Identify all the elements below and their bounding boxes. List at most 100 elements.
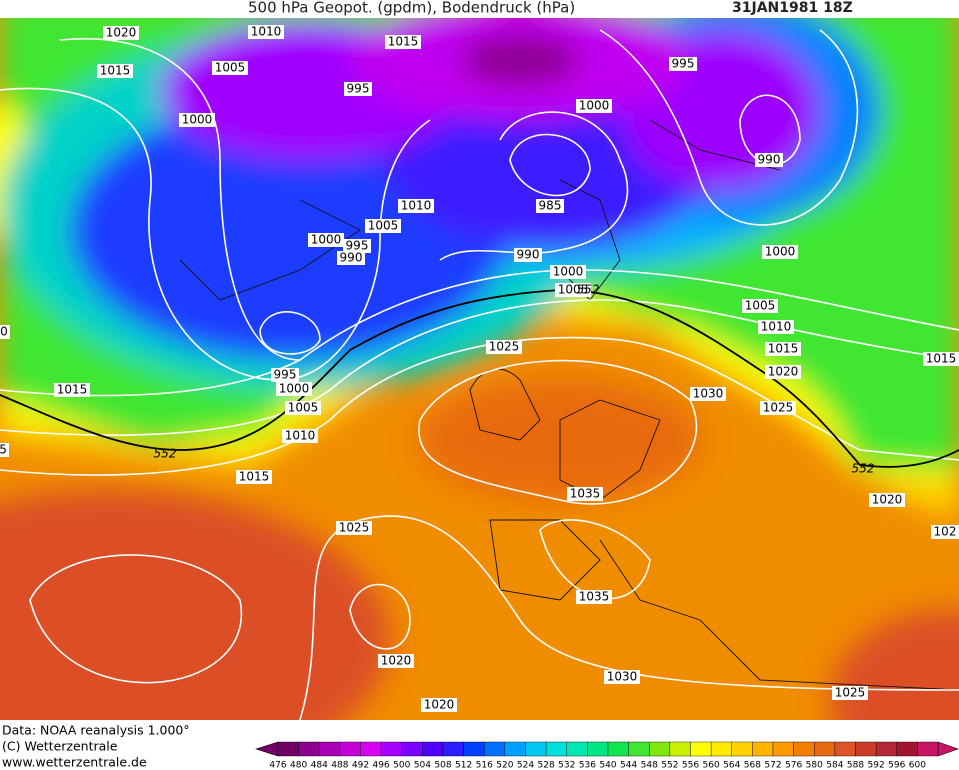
isobar-label: 1035 [570,487,601,501]
label-box [755,153,783,167]
color-swatch [814,741,836,757]
label-box [832,686,868,700]
level-label: 580 [806,761,823,770]
label-box [248,25,284,39]
color-swatch [607,741,629,757]
color-swatch [463,741,485,757]
label-box [555,283,591,297]
isobar-label: 1000 [765,245,796,259]
level-label: 480 [290,761,307,770]
isobar-label: 1010 [761,320,792,334]
level-label: 576 [785,761,802,770]
label-box [765,342,801,356]
color-swatch [484,741,506,757]
isobar-label: 1015 [57,383,88,397]
label-box [576,590,612,604]
label-box [236,470,272,484]
isobar-label: 1020 [872,493,903,507]
isobar-label: 1005 [745,299,776,313]
isobar-label: 985 [539,199,562,213]
color-swatch [545,741,567,757]
color-swatch [298,741,320,757]
label-box [0,443,9,457]
isobar-label: 995 [672,57,695,71]
label-box [869,493,905,507]
level-label: 552 [661,761,678,770]
isobar-label: 1025 [835,686,866,700]
label-box [212,61,248,75]
level-label: 528 [538,761,555,770]
color-swatch [917,741,939,757]
isobar-label: 1010 [251,25,282,39]
isobar-label: 1030 [693,387,724,401]
level-label: 508 [434,761,451,770]
level-label: 476 [269,761,286,770]
color-swatch [875,741,897,757]
color-swatch [566,741,588,757]
label-box [271,368,299,382]
level-label: 572 [764,761,781,770]
label-box [421,698,457,712]
color-swatch [277,741,299,757]
isobar-label: 1020 [424,698,455,712]
isobar-label: 1010 [401,199,432,213]
color-swatch [896,741,918,757]
isobar-label: 552 [154,447,177,461]
color-swatch [649,741,671,757]
color-swatch [401,741,423,757]
color-swatch [772,741,794,757]
color-swatch [855,741,877,757]
label-box [54,383,90,397]
level-label: 596 [888,761,905,770]
isobar-label: 995 [346,239,369,253]
level-label: 540 [599,761,616,770]
color-legend: 476 480 484 488 492 496 500 504 508 512 516 520 524 5… [255,741,959,770]
isobar-label: 1025 [339,521,370,535]
label-box [365,219,401,233]
level-label: 520 [496,761,513,770]
label-box [179,113,215,127]
isobar-label: 5 [0,443,7,457]
label-box [285,401,321,415]
label-box [536,199,564,213]
level-label: 492 [352,761,369,770]
color-swatch [710,741,732,757]
color-swatch [628,741,650,757]
level-label: 584 [826,761,843,770]
label-box [486,340,522,354]
label-box [343,239,371,253]
isobar-label: 990 [340,251,363,265]
credit-line: Data: NOAA reanalysis 1.000° [2,723,190,738]
color-swatch [319,741,341,757]
color-swatch [669,741,691,757]
label-box [931,525,959,539]
label-box [567,487,603,501]
isobar-label: 1025 [763,401,794,415]
level-label: 564 [723,761,740,770]
level-label: 512 [455,761,472,770]
color-swatch [793,741,815,757]
color-swatch [422,741,444,757]
label-box [103,26,139,40]
color-swatch [380,741,402,757]
credit-line: (C) Wetterzentrale [2,739,118,754]
label-box [385,35,421,49]
label-box [742,299,778,313]
label-box [765,365,801,379]
level-label: 488 [331,761,348,770]
isobar-label: 1010 [285,429,316,443]
label-box [690,387,726,401]
color-swatch [752,741,774,757]
label-box [576,99,612,113]
map-title: 500 hPa Geopot. (gpdm), Bodendruck (hPa) [248,0,575,17]
level-label: 504 [414,761,431,770]
isobar-label: 552 [852,462,875,476]
label-box [760,401,796,415]
level-label: 484 [311,761,328,770]
level-label: 544 [620,761,637,770]
isobar-label: 1025 [489,340,520,354]
level-label: 496 [373,761,390,770]
level-label: 500 [393,761,410,770]
level-label: 588 [847,761,864,770]
